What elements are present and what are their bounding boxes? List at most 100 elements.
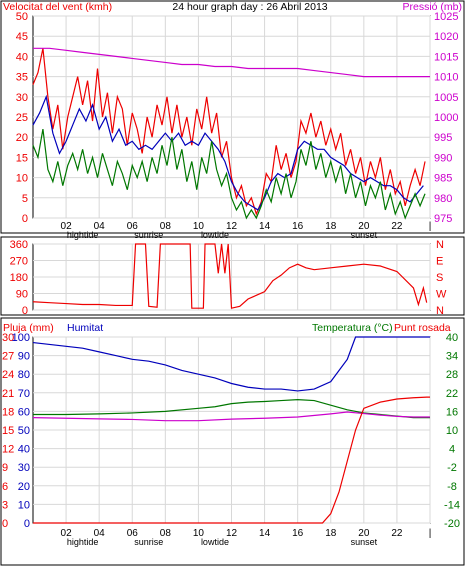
- humidity-axis-title: Humitat: [67, 322, 103, 334]
- wind-x-tick-label: 16: [292, 221, 304, 232]
- temperature-tick: 22: [446, 388, 458, 400]
- direction-degree-tick: 180: [10, 272, 28, 284]
- rain-tick: 30: [2, 332, 14, 344]
- temperature-tick: 16: [446, 406, 458, 418]
- humidity-tick: 50: [18, 425, 30, 437]
- wind-x-tick-label: 08: [160, 221, 172, 232]
- rain-tick: 15: [2, 425, 14, 437]
- direction-compass-tick: W: [436, 289, 447, 301]
- humidity-tick: 0: [24, 518, 30, 530]
- blue-series-line: [32, 94, 424, 211]
- humidity-tick: 10: [18, 499, 30, 511]
- wind-speed-tick: 50: [16, 11, 28, 23]
- wind-x-tick-label: 10: [193, 221, 205, 232]
- green-series-line: [33, 399, 430, 419]
- rain-tick: 0: [2, 518, 8, 530]
- wind-speed-ticks: 0 5 10 15 20 25 30 35 40 45 50: [16, 11, 28, 225]
- humidity-x-tick-label: 04: [94, 528, 106, 539]
- humidity-tick: 90: [18, 351, 30, 363]
- temperature-tick: -14: [444, 499, 460, 511]
- wind-x-tick-label: 04: [94, 221, 106, 232]
- humidity-x-tick-label: 12: [226, 528, 238, 539]
- pressure-tick: 990: [434, 152, 452, 164]
- direction-compass-tick: N: [436, 305, 444, 317]
- rain-tick: 18: [2, 406, 14, 418]
- rain-tick: 27: [2, 351, 14, 363]
- temperature-tick: 10: [446, 425, 458, 437]
- humidity-series: [32, 336, 430, 524]
- wind-speed-tick: 40: [16, 51, 28, 63]
- blue-series-line: [32, 336, 430, 392]
- pressure-axis-title: Pressió (mb): [402, 1, 462, 13]
- wind-speed-tick: 10: [16, 173, 28, 185]
- rain-tick: 24: [2, 369, 14, 381]
- humidity-tick: 20: [18, 481, 30, 493]
- rain-tick: 6: [2, 481, 8, 493]
- humidity-x-tick-label: 14: [259, 528, 271, 539]
- rain-tick: 3: [2, 499, 8, 511]
- temperature-axis-title: Temperatura (°C): [312, 322, 393, 334]
- wind-x-tick-label: 18: [325, 221, 337, 232]
- wind-x-tick-label: 02: [61, 221, 73, 232]
- wind-x-event-label: sunset: [351, 230, 378, 240]
- wind-speed-tick: 15: [16, 152, 28, 164]
- direction-degree-tick: 270: [10, 256, 28, 268]
- humidity-x-event-label: hightide: [67, 537, 99, 547]
- temperature-tick: -2: [447, 462, 457, 474]
- pressure-ticks: 975 980 985 990 995 1000 1005 1010 1015 1020 1025: [434, 11, 458, 225]
- humidity-temperature-panel: Pluja (mm) Humitat Temperatura (°C) Punt…: [0, 317, 465, 566]
- humidity-x-ticks: 02 04 06 08 10 12 14 16 18 20 22 | hightide sunrise lo…: [61, 528, 432, 547]
- wind-speed-tick: 0: [22, 213, 28, 225]
- pressure-tick: 1020: [434, 31, 458, 43]
- humidity-x-tick-label: |: [429, 528, 432, 539]
- direction-degree-ticks: 0 90 180 270 360: [10, 239, 28, 317]
- wind-x-event-label: sunrise: [134, 230, 163, 240]
- direction-series: [32, 243, 428, 309]
- wind-speed-tick: 35: [16, 72, 28, 84]
- humidity-x-event-label: sunset: [351, 537, 378, 547]
- magenta-series-line: [33, 47, 430, 78]
- temperature-tick: 4: [449, 444, 455, 456]
- direction-compass-tick: N: [436, 239, 444, 251]
- humidity-tick: 70: [18, 388, 30, 400]
- humidity-x-tick-label: 06: [127, 528, 139, 539]
- wind-speed-tick: 45: [16, 31, 28, 43]
- humidity-x-tick-label: 08: [160, 528, 172, 539]
- wind-speed-tick: 20: [16, 132, 28, 144]
- magenta-series-line: [32, 411, 430, 422]
- pressure-tick: 1000: [434, 112, 458, 124]
- wind-series: [32, 47, 430, 220]
- humidity-x-tick-label: 18: [325, 528, 337, 539]
- humidity-tick: 30: [18, 462, 30, 474]
- humidity-x-tick-label: 16: [292, 528, 304, 539]
- humidity-x-event-label: sunrise: [134, 537, 163, 547]
- temperature-tick: 40: [446, 332, 458, 344]
- rain-tick: 12: [2, 444, 14, 456]
- humidity-x-tick-label: 22: [391, 528, 403, 539]
- humidity-tick: 100: [12, 332, 30, 344]
- pressure-tick: 1010: [434, 72, 458, 84]
- green-series-line: [32, 129, 426, 220]
- wind-speed-axis-title: Velocitat del vent (kmh): [3, 1, 112, 13]
- wind-speed-tick: 25: [16, 112, 28, 124]
- wind-x-tick-label: 20: [358, 221, 370, 232]
- red-series-line: [33, 396, 430, 524]
- wind-pressure-panel: Velocitat del vent (kmh) 24 hour graph d…: [0, 0, 465, 240]
- wind-x-tick-label: 22: [391, 221, 403, 232]
- humidity-x-tick-label: 02: [61, 528, 73, 539]
- direction-series-line: [32, 243, 428, 309]
- wind-speed-tick: 5: [22, 193, 28, 205]
- temperature-tick: 34: [446, 351, 458, 363]
- pressure-tick: 1015: [434, 51, 458, 63]
- wind-x-tick-label: 12: [226, 221, 238, 232]
- rain-tick: 9: [2, 462, 8, 474]
- humidity-tick: 60: [18, 406, 30, 418]
- direction-degree-tick: 90: [16, 289, 28, 301]
- direction-degree-tick: 0: [22, 305, 28, 317]
- temperature-tick: -8: [447, 481, 457, 493]
- direction-compass-tick: S: [436, 272, 443, 284]
